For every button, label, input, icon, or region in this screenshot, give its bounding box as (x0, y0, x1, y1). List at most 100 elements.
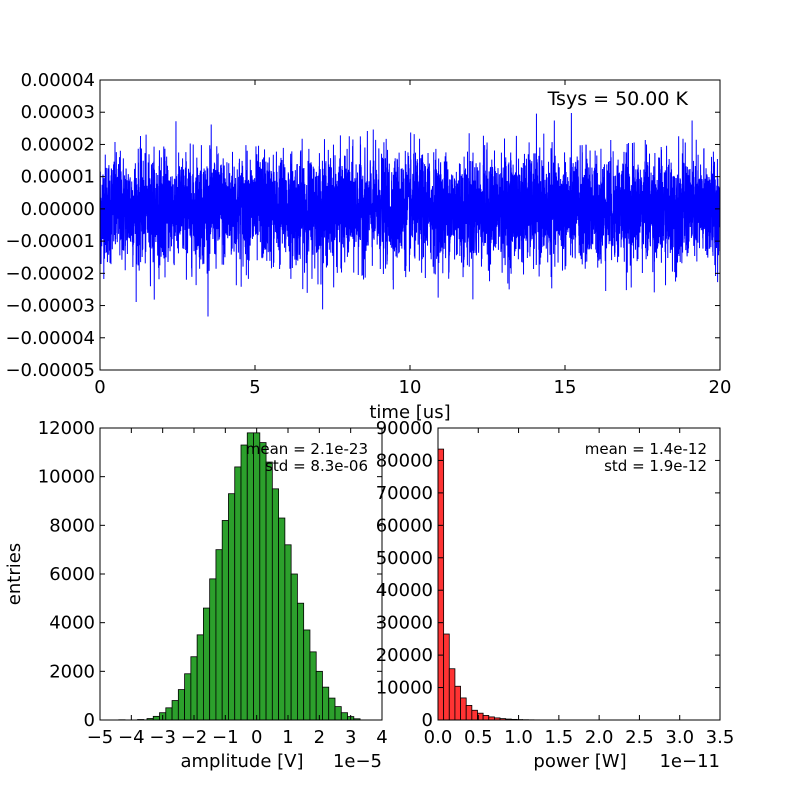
power-xtick-label: 2.5 (625, 727, 654, 748)
amplitude-bars (118, 432, 361, 721)
entries-axis-label: entries (4, 543, 25, 605)
time-axis-label: time [us] (369, 402, 450, 423)
amplitude-bar (303, 629, 311, 721)
amplitude-axis-label: amplitude [V] (180, 751, 303, 772)
amplitude-bar (240, 444, 248, 721)
amplitude-bar (278, 517, 286, 721)
power-ytick-label: 20000 (376, 645, 433, 666)
power-ytick-label: 40000 (376, 580, 433, 601)
time-series-ytick-label: −0.00003 (5, 296, 95, 317)
amplitude-xtick-label: 1 (282, 727, 293, 748)
power-ytick-label: 50000 (376, 548, 433, 569)
power-bar (454, 685, 461, 721)
time-series-xtick-label: 20 (709, 377, 732, 398)
power-bar (460, 697, 467, 721)
power-offset-label: 1e−11 (659, 751, 720, 772)
amplitude-bar (246, 432, 254, 721)
amplitude-bar (328, 697, 336, 721)
power-histogram: 0.0 0.5 1.0 1.5 2.0 2.5 3.0 3.5 0 10000 20000 30000… (376, 418, 735, 772)
amplitude-bar (190, 656, 198, 721)
amplitude-bar (322, 686, 330, 721)
amplitude-ytick-label: 8000 (49, 515, 95, 536)
power-ytick-label: 90000 (376, 418, 433, 439)
amplitude-xtick-label: −1 (212, 727, 239, 748)
time-series-ticks: 0 5 10 15 20 −0.00005 −0.00004 −0.00003 −0.00002… (5, 70, 731, 398)
power-bar (437, 448, 445, 721)
power-ytick-label: 0 (422, 710, 433, 731)
amplitude-ytick-label: 4000 (49, 613, 95, 634)
amplitude-ytick-label: 2000 (49, 661, 95, 682)
power-xtick-label: 1.5 (545, 727, 574, 748)
time-series-ytick-label: 0.00001 (21, 167, 95, 188)
amplitude-bar (271, 488, 280, 721)
amplitude-bar (259, 442, 267, 721)
power-bar (448, 668, 456, 721)
time-series-xtick-label: 15 (554, 377, 577, 398)
time-series-trace (100, 113, 720, 317)
power-ytick-label: 80000 (376, 450, 433, 471)
amplitude-ytick-label: 10000 (38, 467, 95, 488)
amplitude-bar (334, 706, 342, 721)
amplitude-bar (315, 670, 323, 721)
amplitude-bar (171, 700, 179, 721)
amplitude-bar (284, 544, 292, 721)
power-xtick-label: 3.0 (665, 727, 694, 748)
time-series-ytick-label: −0.00005 (5, 360, 95, 381)
amplitude-bar (253, 432, 261, 721)
amplitude-bar (184, 673, 192, 721)
amplitude-xtick-label: −2 (181, 727, 208, 748)
time-series-xtick-label: 0 (94, 377, 105, 398)
power-bar (471, 709, 478, 721)
amplitude-xtick-label: −5 (87, 727, 114, 748)
amplitude-histogram: −5 −4 −3 −2 −1 0 1 2 3 40200040006000800010000120… (4, 418, 388, 772)
power-mean-annotation: mean = 1.4e-12 (585, 440, 707, 458)
amplitude-bar (152, 715, 160, 721)
amplitude-xtick-label: −4 (118, 727, 145, 748)
amplitude-offset-label: 1e−5 (333, 751, 382, 772)
time-series-line (100, 113, 720, 317)
amplitude-bar (309, 651, 317, 721)
power-bar (482, 715, 490, 721)
amplitude-bar (177, 689, 185, 721)
amplitude-bar (290, 573, 298, 721)
amplitude-ytick-label: 6000 (49, 564, 95, 585)
power-axes-frame (437, 427, 721, 721)
amplitude-bar (165, 707, 173, 721)
amplitude-bar (221, 520, 229, 721)
amplitude-bar (202, 607, 211, 721)
time-series-ytick-label: 0.00002 (21, 134, 95, 155)
amplitude-xtick-label: 0 (251, 727, 262, 748)
amplitude-mean-annotation: mean = 2.1e-23 (246, 440, 368, 458)
amplitude-bar (234, 466, 242, 721)
amplitude-bar (296, 602, 305, 721)
power-axis-label: power [W] (533, 751, 626, 772)
time-series-ytick-label: 0.00000 (21, 199, 95, 220)
power-bar (465, 705, 473, 721)
tsys-annotation: Tsys = 50.00 K (547, 88, 689, 110)
amplitude-bar (196, 634, 204, 721)
amplitude-bar (265, 461, 273, 721)
time-series-ytick-label: −0.00001 (5, 231, 95, 252)
amplitude-bar (209, 578, 217, 721)
power-bar (443, 633, 450, 721)
power-xtick-label: 0.5 (464, 727, 493, 748)
time-series-xtick-label: 10 (399, 377, 422, 398)
power-xtick-label: 3.5 (706, 727, 735, 748)
amplitude-ytick-label: 0 (84, 710, 95, 731)
power-ticks: 0.0 0.5 1.0 1.5 2.0 2.5 3.0 3.5 0 10000 20000 30000… (376, 418, 735, 748)
power-xtick-label: 1.0 (504, 727, 533, 748)
time-series-ytick-label: 0.00004 (21, 70, 95, 91)
power-ytick-label: 30000 (376, 613, 433, 634)
amplitude-std-annotation: std = 8.3e-06 (265, 457, 368, 475)
amplitude-xtick-label: 3 (345, 727, 356, 748)
time-series-xtick-label: 5 (249, 377, 260, 398)
amplitude-xtick-label: −3 (149, 727, 176, 748)
time-series-ytick-label: −0.00004 (5, 328, 95, 349)
amplitude-xtick-label: 2 (314, 727, 325, 748)
time-series-ytick-label: −0.00002 (5, 263, 95, 284)
amplitude-bar (340, 712, 348, 721)
amplitude-bar (228, 493, 236, 721)
power-std-annotation: std = 1.9e-12 (604, 457, 707, 475)
